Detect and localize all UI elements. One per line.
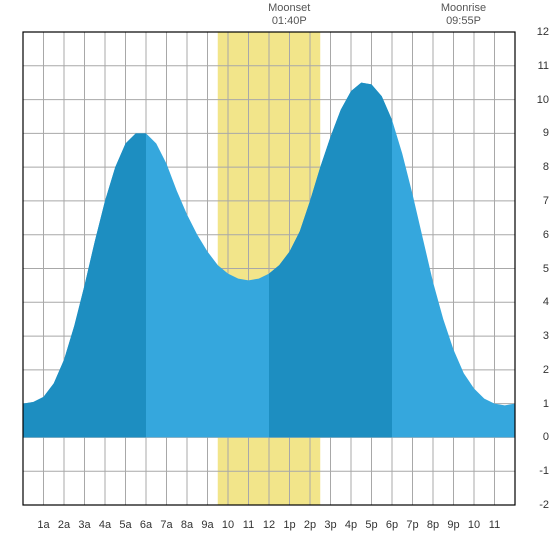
xtick: 7p	[406, 519, 418, 531]
xtick: 7a	[160, 519, 172, 531]
xtick: 4p	[345, 519, 357, 531]
ytick: 9	[521, 127, 549, 139]
xtick: 10	[222, 519, 234, 531]
xtick: 6p	[386, 519, 398, 531]
ytick: 7	[521, 195, 549, 207]
xtick: 3a	[78, 519, 90, 531]
xtick: 5a	[119, 519, 131, 531]
ytick: 8	[521, 161, 549, 173]
chart-svg	[0, 0, 550, 550]
ytick: 11	[521, 60, 549, 72]
ytick: 10	[521, 94, 549, 106]
moonset-label: Moonset01:40P	[249, 2, 329, 28]
xtick: 2a	[58, 519, 70, 531]
xtick: 2p	[304, 519, 316, 531]
xtick: 1p	[283, 519, 295, 531]
xtick: 1a	[37, 519, 49, 531]
ytick: 3	[521, 330, 549, 342]
xtick: 5p	[365, 519, 377, 531]
ytick: 1	[521, 398, 549, 410]
xtick: 8a	[181, 519, 193, 531]
xtick: 12	[263, 519, 275, 531]
ytick: -2	[521, 499, 549, 511]
xtick: 4a	[99, 519, 111, 531]
moonrise-label: Moonrise09:55P	[424, 2, 504, 28]
ytick: 6	[521, 229, 549, 241]
ytick: 5	[521, 263, 549, 275]
tide-chart: 1a2a3a4a5a6a7a8a9a1011121p2p3p4p5p6p7p8p…	[0, 0, 550, 550]
xtick: 6a	[140, 519, 152, 531]
xtick: 3p	[324, 519, 336, 531]
xtick: 8p	[427, 519, 439, 531]
ytick: 2	[521, 364, 549, 376]
ytick: 4	[521, 296, 549, 308]
xtick: 11	[243, 519, 254, 531]
xtick: 9a	[201, 519, 213, 531]
xtick: 10	[468, 519, 480, 531]
xtick: 9p	[447, 519, 459, 531]
ytick: 0	[521, 431, 549, 443]
xtick: 11	[489, 519, 500, 531]
ytick: 12	[521, 26, 549, 38]
ytick: -1	[521, 465, 549, 477]
